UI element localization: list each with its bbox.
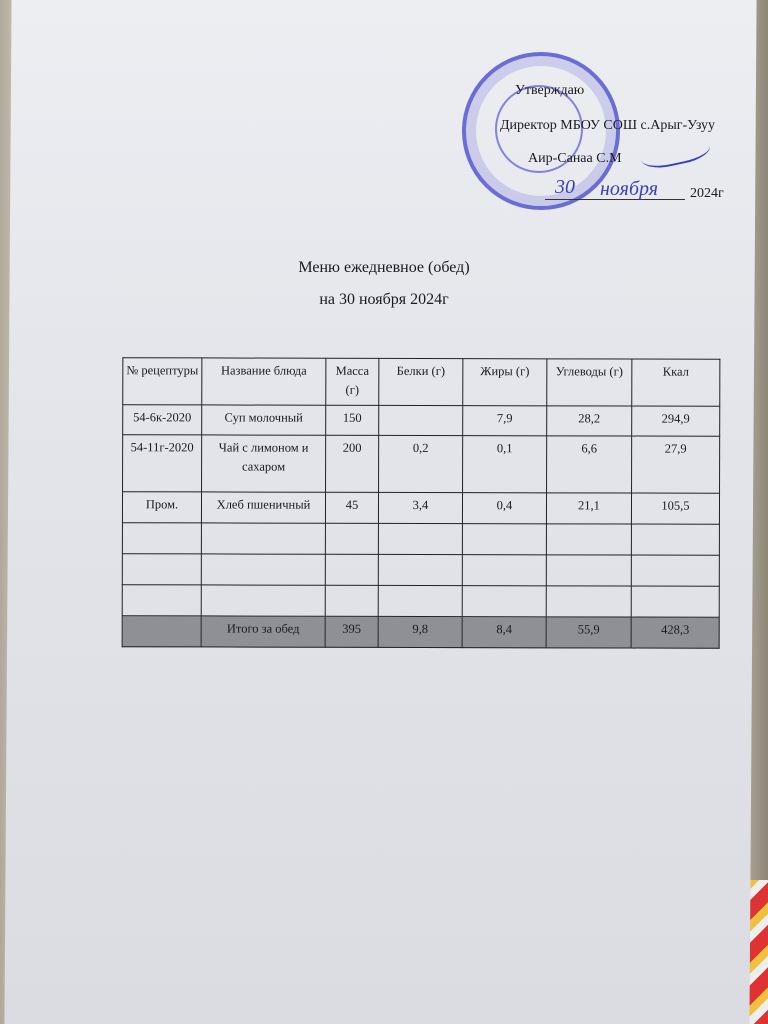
date-year: 2024г: [690, 186, 724, 201]
cell: [122, 584, 202, 616]
table-row-empty: [122, 584, 720, 618]
cell: 21,1: [546, 492, 632, 525]
cell: 54-6к-2020: [122, 404, 202, 435]
cell: 8,4: [462, 616, 547, 648]
cell: [546, 523, 632, 556]
header-cell: Название блюда: [201, 357, 326, 406]
date-line: [545, 199, 685, 200]
cell: [631, 586, 720, 618]
cell: Пром.: [122, 491, 202, 523]
cell: [201, 522, 326, 555]
total-label: Итого за обед: [201, 615, 326, 648]
table-row: 54-6к-2020 Суп молочный 150 7,9 28,2 294,9: [122, 404, 720, 437]
cell: Хлеб пшеничный: [201, 491, 326, 524]
table-row-empty: [122, 522, 720, 556]
cell: [378, 585, 463, 617]
cell: [546, 585, 632, 618]
header-cell: Белки (г): [378, 358, 463, 406]
header-cell: № рецептуры: [122, 357, 202, 405]
cell: [201, 584, 326, 617]
cell: 0,1: [462, 435, 547, 493]
header-cell: Жиры (г): [462, 358, 547, 406]
cell: 428,3: [631, 617, 720, 649]
cell: 105,5: [631, 493, 720, 525]
cell: 6,6: [546, 435, 632, 494]
cell: 200: [325, 435, 379, 493]
cell: [462, 554, 547, 586]
date-month: ноября: [600, 178, 659, 200]
header-cell: Масса (г): [325, 358, 379, 406]
cell: [462, 585, 547, 617]
cell: [631, 524, 720, 556]
cell: [122, 522, 202, 554]
cell: 9,8: [378, 616, 463, 648]
cell: [325, 554, 379, 586]
cell: 54-11г-2020: [122, 434, 202, 492]
approval-label: Утверждаю: [515, 83, 585, 98]
cell: Чай с лимоном и сахаром: [201, 434, 326, 493]
cell: [325, 585, 379, 617]
cell: [378, 405, 463, 436]
cell: 0,4: [462, 492, 547, 524]
cell: [122, 615, 202, 647]
official-stamp: [462, 52, 620, 210]
approval-name: Аир-Санаа С.М: [528, 151, 622, 166]
page-title: Меню ежедневное (обед): [298, 259, 470, 276]
table-row-empty: [122, 553, 720, 587]
stamp-emblem: [495, 85, 583, 173]
table-header-row: № рецептуры Название блюда Масса (г) Бел…: [122, 357, 720, 407]
cell: [546, 554, 632, 587]
cell: [325, 523, 379, 555]
cell: 3,4: [378, 492, 463, 524]
cell: [122, 553, 202, 585]
cell: 7,9: [462, 405, 547, 436]
cell: [378, 554, 463, 586]
header-cell: Углеводы (г): [546, 358, 632, 407]
cell: 395: [325, 616, 379, 648]
cell: 55,9: [546, 616, 632, 649]
menu-table: № рецептуры Название блюда Масса (г) Бел…: [122, 357, 721, 649]
cell: [631, 555, 720, 587]
cell: 45: [325, 492, 379, 524]
total-row: Итого за обед 395 9,8 8,4 55,9 428,3: [122, 615, 720, 649]
cell: [201, 553, 326, 586]
cell: 0,2: [378, 435, 463, 493]
cell: Суп молочный: [201, 404, 326, 436]
cell: 294,9: [631, 406, 720, 437]
cell: [378, 523, 463, 555]
date-day: 30: [555, 176, 575, 198]
cell: 150: [325, 405, 379, 436]
cell: 27,9: [631, 436, 720, 494]
page-subtitle: на 30 ноября 2024г: [319, 291, 449, 308]
table-row: 54-11г-2020 Чай с лимоном и сахаром 200 0,2…: [122, 434, 720, 494]
cell: [462, 523, 547, 555]
approval-position: Директор МБОУ СОШ с.Арыг-Узуу: [500, 118, 716, 133]
cell: 28,2: [546, 405, 632, 437]
header-cell: Ккал: [631, 359, 720, 407]
table-row: Пром. Хлеб пшеничный 45 3,4 0,4 21,1 105,5: [122, 491, 720, 525]
